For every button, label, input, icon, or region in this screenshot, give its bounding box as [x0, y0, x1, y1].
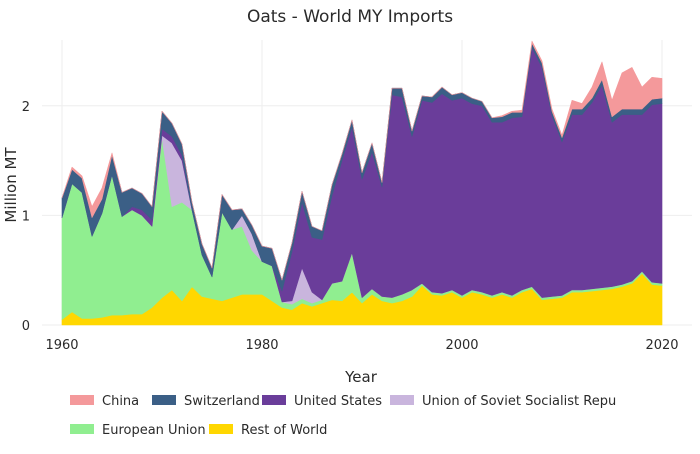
x-tick-label: 2000 [445, 338, 478, 353]
legend-swatch [152, 395, 176, 405]
legend-label: Union of Soviet Socialist Repu [422, 394, 616, 409]
legend-label: Switzerland [184, 394, 260, 409]
y-tick-label: 0 [22, 319, 30, 334]
x-tick-label: 1960 [45, 338, 78, 353]
y-tick-label: 2 [22, 100, 30, 115]
legend-swatch [390, 395, 414, 405]
axis-ticks: 0 1 2 1960 1980 2000 2020 [22, 100, 679, 353]
legend-label: China [102, 394, 139, 409]
legend-item-china[interactable]: China [70, 394, 139, 409]
area-china [61, 40, 663, 281]
legend-label: European Union [102, 423, 206, 438]
legend-item-european-union[interactable]: European Union [70, 423, 206, 438]
y-tick-label: 1 [22, 209, 30, 224]
legend-swatch [70, 424, 94, 434]
legend-label: United States [294, 394, 382, 409]
y-axis-title: Million MT [2, 147, 20, 223]
legend-label: Rest of World [241, 423, 327, 438]
x-tick-label: 1980 [245, 338, 278, 353]
legend-item-union-of-soviet-socialist-repu[interactable]: Union of Soviet Socialist Repu [390, 394, 616, 409]
legend-item-rest-of-world[interactable]: Rest of World [209, 423, 327, 438]
legend-swatch [70, 395, 94, 405]
legend-swatch [262, 395, 286, 405]
legend-item-switzerland[interactable]: Switzerland [152, 394, 260, 409]
legend: China Switzerland United States Union of So… [70, 394, 616, 438]
x-axis-title: Year [344, 368, 378, 386]
area-series [61, 40, 663, 326]
x-tick-label: 2020 [645, 338, 678, 353]
legend-item-united-states[interactable]: United States [262, 394, 382, 409]
legend-swatch [209, 424, 233, 434]
chart-title: Oats - World MY Imports [247, 7, 453, 27]
